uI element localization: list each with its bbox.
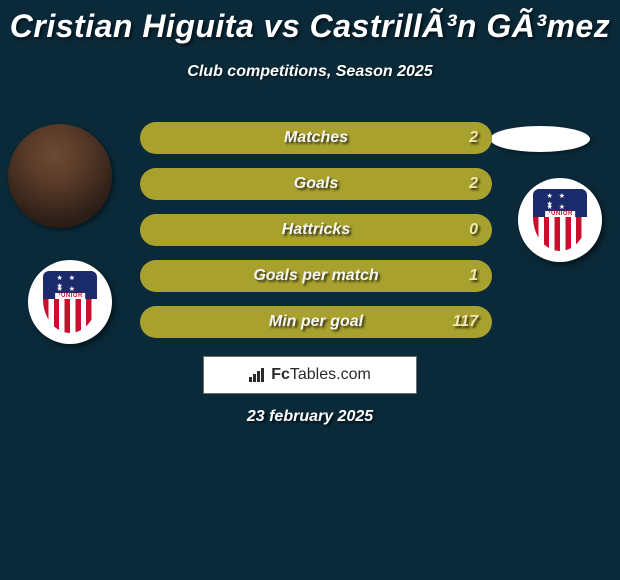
stat-label: Matches [140, 122, 492, 154]
bars-icon [249, 368, 267, 382]
date-label: 23 february 2025 [0, 408, 620, 426]
player-right-oval [490, 126, 590, 152]
shield-icon: JUNIOR [43, 271, 97, 333]
stat-label: Hattricks [140, 214, 492, 246]
stat-label: Goals [140, 168, 492, 200]
brand-box: FcTables.com [203, 356, 417, 394]
stat-row: 1Goals per match [140, 260, 492, 292]
brand-tables: Tables [290, 366, 336, 383]
stat-row: 0Hattricks [140, 214, 492, 246]
comparison-bars: 2Matches 2Goals 0Hattricks 1Goals per match… [140, 122, 492, 352]
player-left-avatar [8, 124, 112, 228]
stat-row: 117Min per goal [140, 306, 492, 338]
page-title: Cristian Higuita vs CastrillÃ³n GÃ³mez [0, 0, 620, 45]
team-badge-right: JUNIOR [518, 178, 602, 262]
shield-icon: JUNIOR [533, 189, 587, 251]
stat-label: Goals per match [140, 260, 492, 292]
subtitle: Club competitions, Season 2025 [0, 63, 620, 81]
stat-row: 2Matches [140, 122, 492, 154]
team-badge-left: JUNIOR [28, 260, 112, 344]
brand-text: FcTables.com [271, 366, 371, 384]
stat-label: Min per goal [140, 306, 492, 338]
stat-row: 2Goals [140, 168, 492, 200]
brand-fc: Fc [271, 366, 290, 383]
brand-suffix: .com [336, 366, 371, 383]
